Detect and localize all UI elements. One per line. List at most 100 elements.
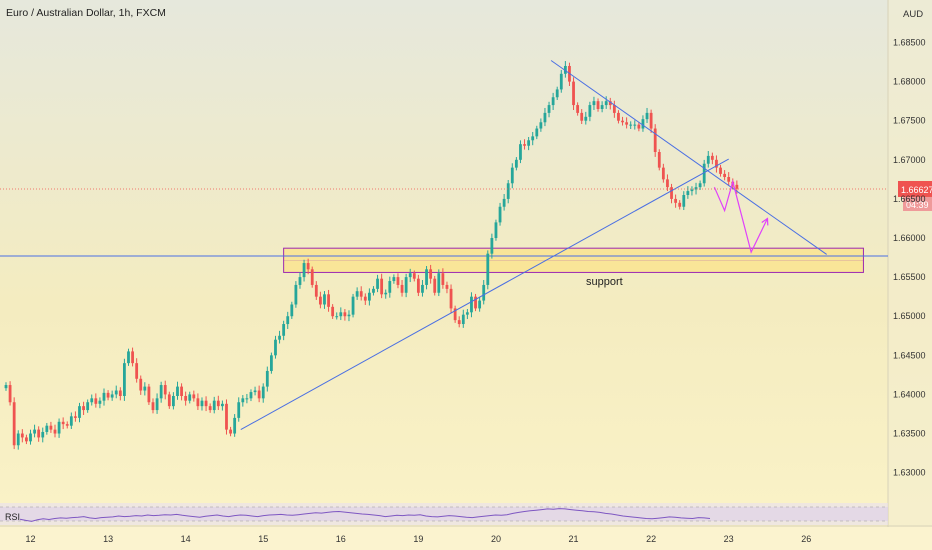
candle-body xyxy=(347,314,351,317)
candle-body xyxy=(135,363,139,379)
candle-body xyxy=(523,144,526,146)
y-tick-label: 1.63500 xyxy=(893,429,926,439)
candle-body xyxy=(486,253,490,285)
candle-body xyxy=(580,112,584,121)
candle-body xyxy=(131,351,134,364)
candle-body xyxy=(653,128,657,152)
candle-body xyxy=(261,386,265,399)
support-label: support xyxy=(586,276,623,288)
candle-body xyxy=(29,433,32,442)
candle-body xyxy=(527,140,531,146)
x-tick-label: 20 xyxy=(491,534,501,544)
candle-body xyxy=(396,277,400,285)
y-tick-label: 1.66000 xyxy=(893,233,926,243)
candle-body xyxy=(233,417,237,434)
candle-body xyxy=(212,400,216,411)
candle-body xyxy=(702,163,706,184)
candle-body xyxy=(253,390,257,393)
current-price-layer: 1.66627 04:39 xyxy=(0,180,932,211)
descending-trendline xyxy=(550,60,827,255)
candle-body xyxy=(404,277,408,293)
candle-body xyxy=(306,263,310,270)
candle-body xyxy=(176,386,179,396)
x-tick-label: 19 xyxy=(413,534,423,544)
candle-body xyxy=(45,425,49,432)
candle-body xyxy=(367,292,371,301)
candle-body xyxy=(180,386,183,396)
candle-body xyxy=(61,421,65,425)
projection-layer xyxy=(713,179,769,254)
candle-body xyxy=(465,312,469,315)
candle-body xyxy=(457,320,461,325)
candle-body xyxy=(188,394,192,401)
candle-body xyxy=(678,202,682,207)
candle-body xyxy=(184,395,188,401)
candle-body xyxy=(82,406,85,411)
candle-body xyxy=(196,398,200,407)
candle-body xyxy=(592,101,596,106)
candle-body xyxy=(380,278,384,295)
candle-body xyxy=(282,324,286,336)
candle-body xyxy=(302,263,306,278)
candle-body xyxy=(163,385,167,395)
candle-body xyxy=(641,119,645,129)
candle-body xyxy=(412,273,416,279)
candle-body xyxy=(559,73,563,90)
x-tick-label: 16 xyxy=(336,534,346,544)
candle-body xyxy=(502,198,506,207)
candle-body xyxy=(535,128,539,137)
candle-body xyxy=(445,284,449,289)
symbol-title[interactable]: Euro / Australian Dollar, 1h, FXCM xyxy=(6,7,166,19)
candle-body xyxy=(220,403,224,407)
y-axis-labels: 1.63000 1.63500 1.64000 1.64500 1.65000 1.655… xyxy=(893,38,926,478)
candle-body xyxy=(102,392,106,401)
candle-body xyxy=(351,296,355,315)
candle-body xyxy=(682,195,686,207)
candle-body xyxy=(69,416,73,426)
candle-body xyxy=(706,155,710,164)
candle-body xyxy=(314,284,318,297)
candle-body xyxy=(416,278,420,293)
y-tick-label: 1.64000 xyxy=(893,389,926,399)
candle-body xyxy=(531,136,535,141)
candle-body xyxy=(710,155,714,160)
candle-body xyxy=(20,433,24,438)
x-tick-label: 12 xyxy=(25,534,35,544)
candle-body xyxy=(392,277,396,282)
y-tick-label: 1.68500 xyxy=(893,38,926,48)
candle-body xyxy=(286,316,290,325)
candle-body xyxy=(727,177,731,182)
candle-body xyxy=(543,112,547,123)
candle-body xyxy=(294,284,298,305)
candle-body xyxy=(608,101,612,106)
y-tick-label: 1.63000 xyxy=(893,468,926,478)
candle-body xyxy=(588,105,592,117)
currency-label: AUD xyxy=(903,9,923,20)
candle-body xyxy=(241,398,245,403)
price-axis-panel[interactable] xyxy=(888,0,932,532)
x-tick-label: 15 xyxy=(258,534,268,544)
rsi-label: RSI xyxy=(5,512,20,522)
candle-body xyxy=(127,351,130,364)
candle-body xyxy=(41,431,45,438)
x-tick-label: 26 xyxy=(801,534,811,544)
candle-body xyxy=(16,433,20,446)
candle-body xyxy=(298,277,302,285)
current-price-value: 1.66627 xyxy=(901,185,932,195)
candle-body xyxy=(343,312,347,317)
candle-body xyxy=(331,306,335,317)
candle-body xyxy=(449,288,453,309)
candle-body xyxy=(625,122,629,125)
candle-body xyxy=(359,291,363,297)
candle-body xyxy=(192,394,196,399)
candle-body xyxy=(698,183,702,188)
candle-body xyxy=(490,238,494,254)
candle-body xyxy=(633,124,637,126)
candle-body xyxy=(269,355,273,371)
candle-body xyxy=(482,284,486,301)
y-tick-label: 1.65500 xyxy=(893,272,926,282)
candle-body xyxy=(143,386,147,391)
candles-layer xyxy=(4,61,739,450)
